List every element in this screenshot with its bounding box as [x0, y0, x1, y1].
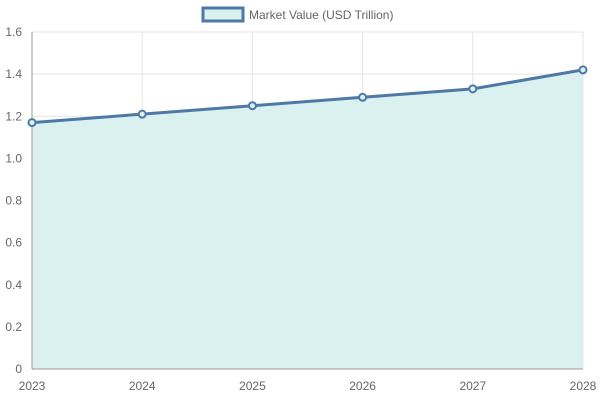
x-tick-label: 2025	[239, 379, 266, 393]
x-axis-tick-labels: 2023 2024 2025 2026 2027 2028	[19, 379, 597, 393]
series-line-market-value	[30, 68, 585, 125]
y-tick-label: 0.6	[5, 236, 22, 250]
x-tick-label: 2026	[349, 379, 376, 393]
legend[interactable]: Market Value (USD Trillion)	[201, 6, 393, 23]
series-line-layer	[30, 68, 585, 125]
data-point[interactable]	[578, 65, 588, 75]
data-point[interactable]	[358, 92, 368, 102]
axes	[31, 32, 583, 370]
x-tick-label: 2027	[459, 379, 486, 393]
y-tick-label: 1.6	[5, 25, 22, 39]
y-tick-label: 0.2	[5, 320, 22, 334]
x-tick-label: 2024	[129, 379, 156, 393]
y-tick-label: 1.0	[5, 151, 22, 165]
y-tick-label: 0.4	[5, 278, 22, 292]
data-point[interactable]	[137, 109, 147, 119]
area-fill-layer	[32, 69, 583, 369]
legend-swatch-market-value[interactable]	[201, 6, 245, 23]
y-tick-label: 0	[15, 362, 22, 376]
series-area-market-value	[32, 69, 583, 369]
x-tick-label: 2028	[570, 379, 597, 393]
y-tick-label: 1.4	[5, 67, 22, 81]
data-point[interactable]	[27, 118, 37, 128]
data-point[interactable]	[468, 84, 478, 94]
data-point[interactable]	[247, 101, 257, 111]
legend-label-market-value[interactable]: Market Value (USD Trillion)	[249, 8, 393, 22]
data-points	[27, 65, 588, 128]
x-tick-label: 2023	[19, 379, 46, 393]
y-tick-label: 0.8	[5, 194, 22, 208]
y-axis-tick-labels: 0 0.2 0.4 0.6 0.8 1.0 1.2 1.4 1.6	[5, 25, 22, 376]
y-tick-label: 1.2	[5, 109, 22, 123]
